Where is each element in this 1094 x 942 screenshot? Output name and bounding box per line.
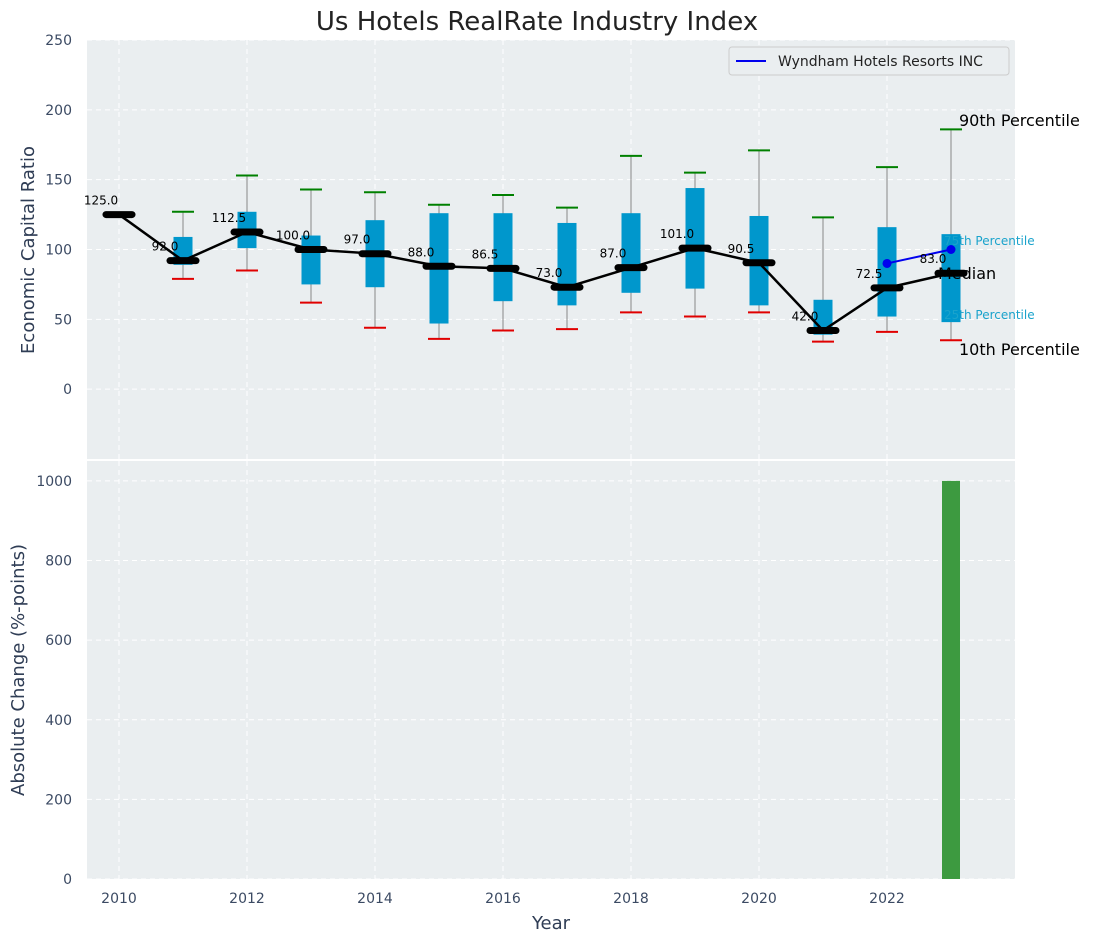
box-2016 [492,194,514,332]
iqr-box [685,188,705,289]
x-tick-label: 2010 [101,891,137,907]
box-2023 [940,128,962,342]
x-tick-label: 2012 [229,891,265,907]
x-tick-label: 2018 [613,891,649,907]
top-y-tick-label: 200 [45,103,72,119]
bottom-panel-background [87,461,1015,879]
iqr-box [941,234,961,323]
iqr-box [493,213,513,302]
bottom-y-axis-label: Absolute Change (%-points) [8,544,29,796]
top-y-ticks: 0 50 100 150 200 250 [45,33,72,398]
median-label-2016: 86.5 [472,247,499,261]
iqr-box [557,222,577,306]
bottom-y-tick-label: 400 [45,713,72,729]
bottom-y-ticks: 0 200 400 600 800 1000 [36,474,72,888]
median-label-2022: 72.5 [856,267,883,281]
median-label-2013: 100.0 [276,229,310,243]
bar-2023 [942,480,960,879]
bottom-x-ticks: 2010 2012 2014 2016 2018 2020 2022 [101,891,905,907]
median-label-2012: 112.5 [212,211,246,225]
label-90th-percentile: 90th Percentile [959,111,1080,130]
label-median: Median [938,264,996,283]
median-label-2014: 97.0 [344,233,371,247]
bottom-y-tick-label: 200 [45,792,72,808]
x-tick-label: 2022 [869,891,905,907]
median-label-2011: 92.0 [152,240,179,254]
bottom-y-tick-label: 1000 [36,474,72,490]
percentile-labels: 90th Percentile 75th Percentile Median 2… [938,111,1080,359]
top-y-tick-label: 150 [45,173,72,189]
x-tick-label: 2016 [485,891,521,907]
median-label-2010: 125.0 [84,194,118,208]
company-polyline [886,248,952,265]
chart-title: Us Hotels RealRate Industry Index [316,7,758,37]
bottom-y-tick-label: 0 [63,872,72,888]
x-tick-label: 2020 [741,891,777,907]
label-25th-percentile: 25th Percentile [944,308,1035,322]
company-point [882,258,892,268]
company-point [946,245,956,254]
median-label-2015: 88.0 [408,245,435,259]
label-75th-percentile: 75th Percentile [944,234,1035,248]
top-panel: 0 50 100 150 200 250 Economic Capital Ratio 1… [18,33,1080,459]
box-2015 [428,203,450,340]
bottom-y-tick-label: 600 [45,633,72,649]
median-label-2018: 87.0 [600,247,627,261]
median-label-2021: 42.0 [792,310,819,324]
median-label-2019: 101.0 [660,227,694,241]
median-label-2020: 90.5 [728,242,755,256]
top-y-tick-label: 100 [45,243,72,259]
box-2018 [620,154,642,314]
label-10th-percentile: 10th Percentile [959,340,1080,359]
bottom-grid [87,461,1015,880]
x-axis-label: Year [531,913,571,934]
legend-box [728,46,1010,76]
x-tick-label: 2014 [357,891,393,907]
iqr-box [621,213,641,293]
top-y-tick-label: 50 [54,312,72,328]
top-y-axis-label: Economic Capital Ratio [18,146,39,354]
iqr-box [877,227,897,317]
bottom-y-tick-label: 800 [45,554,72,570]
median-labels: 125.0 92.0 112.5 100.0 97.0 88.0 86.5 73.0 87.0 1… [84,194,947,324]
top-y-tick-label: 0 [63,382,72,398]
median-label-2023: 83.0 [920,252,947,266]
iqr-box [301,235,321,285]
median-label-2017: 73.0 [536,266,563,280]
top-y-tick-label: 250 [45,33,72,49]
change-bars [942,480,960,879]
legend-label-wyndham: Wyndham Hotels Resorts INC [778,54,983,70]
box-2022 [876,166,898,333]
median-line [102,211,968,335]
company-line [882,245,956,268]
legend: Wyndham Hotels Resorts INC [728,46,1010,76]
